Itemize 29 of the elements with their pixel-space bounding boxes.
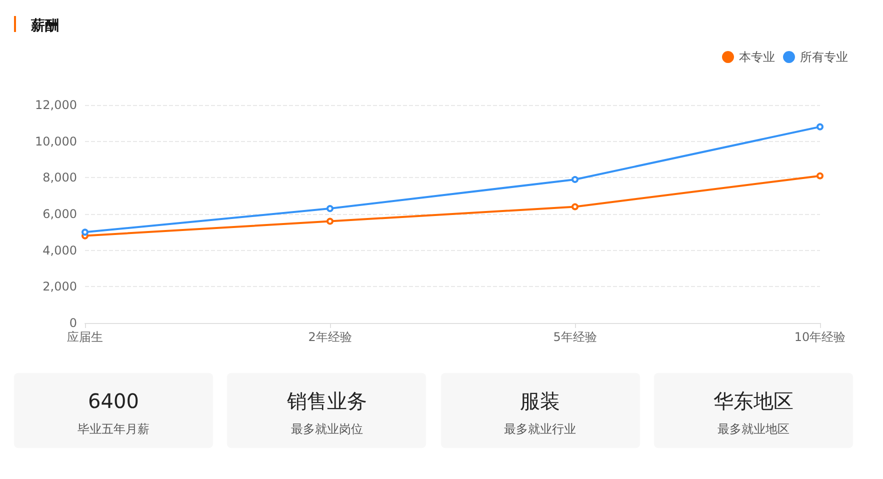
point xyxy=(816,172,824,180)
text: 服装 xyxy=(519,388,562,414)
x-tick-label: 5年经验 xyxy=(553,330,597,344)
y-tick-label: 2,000 xyxy=(42,280,77,294)
y-tick-label: 12,000 xyxy=(35,98,77,112)
y-tick-label: 8,000 xyxy=(42,170,77,185)
y-tick-label: 6,000 xyxy=(42,207,77,221)
x-tick-label: 2年经验 xyxy=(308,330,352,344)
legend-label: 本专业 xyxy=(739,50,775,64)
y-tick-label: 10,000 xyxy=(35,134,77,148)
point xyxy=(572,203,578,210)
text: 最多就业岗位 xyxy=(290,421,364,437)
legend-label: 所有专业 xyxy=(800,50,848,64)
x-tick-label: 10年经验 xyxy=(794,330,846,344)
text: 华东地区 xyxy=(712,388,794,414)
chart-title: 薪酬 xyxy=(30,18,59,34)
text: 最多就业行业 xyxy=(503,421,578,437)
point xyxy=(326,205,334,212)
point xyxy=(572,176,578,183)
text: 毕业五年月薪 xyxy=(76,421,150,437)
x-tick-label: 应届生 xyxy=(67,330,103,344)
text: 销售业务 xyxy=(286,388,368,414)
y-tick-label: 4,000 xyxy=(42,243,77,258)
point xyxy=(82,228,88,236)
text: 6400 xyxy=(87,388,140,414)
point xyxy=(326,218,334,225)
point xyxy=(816,123,824,130)
y-tick-label: 0 xyxy=(69,316,77,330)
text: 最多就业地区 xyxy=(716,421,790,437)
